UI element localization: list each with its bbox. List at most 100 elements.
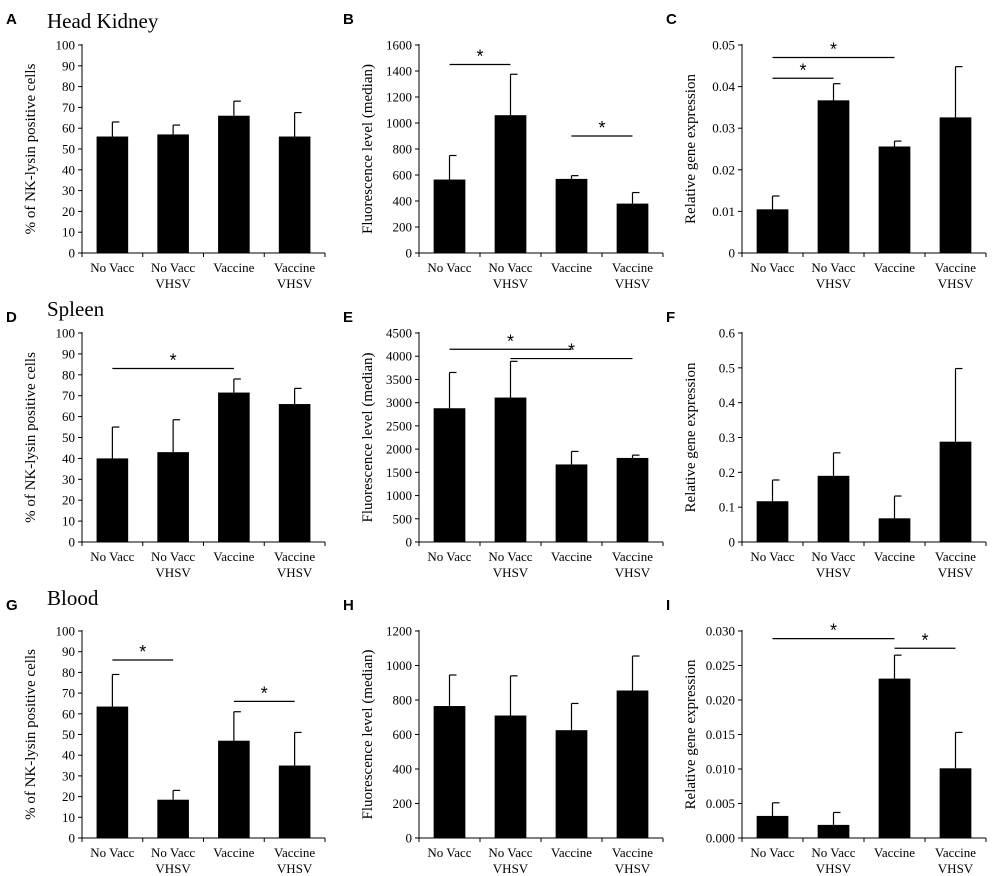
x-category-label: Vaccine (274, 260, 315, 275)
y-tick-label: 2500 (386, 418, 412, 433)
chart-panel-b: B 0 200 400 600 800 1000 1200 1400 1600 Fluorescen… (343, 11, 664, 291)
x-category-label: No Vacc (90, 260, 134, 275)
y-tick-label: 1400 (386, 64, 412, 79)
panel-letter-b: B (343, 11, 354, 28)
chart-panel-e: E 0 500 1000 1500 2000 2500 3000 3500 4000 4500 Flu… (343, 309, 664, 580)
y-tick-label: 20 (62, 789, 75, 804)
x-category-label: VHSV (615, 565, 651, 580)
y-tick-label: 1000 (386, 488, 412, 503)
y-tick-label: 400 (393, 762, 413, 777)
x-category-label: Vaccine (551, 260, 592, 275)
y-tick-label: 0 (406, 535, 413, 550)
bar-e-1 (433, 408, 466, 542)
bar-a-4 (278, 136, 311, 253)
x-category-label: VHSV (493, 565, 529, 580)
x-category-label: VHSV (155, 276, 191, 291)
bar-c-4 (939, 117, 972, 253)
y-tick-label: 20 (62, 493, 75, 508)
bar-f-3 (878, 518, 911, 542)
x-category-label: VHSV (155, 861, 191, 876)
y-tick-label: 1000 (386, 658, 412, 673)
bar-b-3 (555, 178, 588, 253)
y-tick-label: 10 (62, 225, 75, 240)
y-tick-label: 90 (62, 644, 75, 659)
x-category-label: Vaccine (213, 549, 254, 564)
y-tick-label: 30 (62, 472, 75, 487)
panel-letter-e: E (343, 309, 353, 326)
bar-c-3 (878, 146, 911, 253)
y-tick-label: 0 (729, 246, 736, 261)
x-category-label: No Vacc (427, 260, 471, 275)
y-tick-label: 0.010 (706, 762, 735, 777)
y-tick-label: 0.6 (719, 326, 736, 341)
bar-e-3 (555, 464, 588, 542)
bar-b-1 (433, 179, 466, 253)
x-category-label: Vaccine (551, 845, 592, 860)
x-category-label: Vaccine (612, 549, 653, 564)
x-category-label: Vaccine (935, 260, 976, 275)
y-tick-label: 90 (62, 346, 75, 361)
y-tick-label: 0.4 (719, 395, 736, 410)
y-axis-title: Relative gene expression (683, 74, 699, 224)
y-tick-label: 1500 (386, 465, 412, 480)
chart-panel-h: H 0 200 400 600 800 1000 1200 Fluorescence level… (343, 597, 664, 876)
x-category-label: No Vacc (488, 260, 532, 275)
y-tick-label: 0 (729, 535, 736, 550)
y-tick-label: 0.5 (719, 360, 735, 375)
y-tick-label: 50 (62, 727, 75, 742)
x-category-label: No Vacc (750, 549, 794, 564)
x-category-label: Vaccine (874, 260, 915, 275)
y-tick-label: 0.05 (712, 38, 735, 53)
chart-panel-d: D 0 10 20 30 40 50 60 70 80 90 100 % of NK-lysin pos… (6, 309, 326, 580)
y-tick-label: 10 (62, 514, 75, 529)
x-category-label: No Vacc (151, 845, 195, 860)
x-category-label: No Vacc (90, 549, 134, 564)
y-axis-title: Relative gene expression (683, 362, 699, 512)
x-category-label: Vaccine (935, 549, 976, 564)
y-tick-label: 4500 (386, 326, 412, 341)
x-category-label: No Vacc (151, 549, 195, 564)
y-tick-label: 100 (56, 326, 76, 341)
y-tick-label: 500 (393, 511, 413, 526)
y-tick-label: 60 (62, 706, 75, 721)
chart-panel-f: F 0 0.1 0.2 0.3 0.4 0.5 0.6 Relative gene expres… (666, 309, 987, 580)
panel-letter-a: A (6, 11, 17, 28)
chart-panel-i: I 0.000 0.005 0.010 0.015 0.020 0.025 0.030 Rela… (666, 597, 987, 876)
y-tick-label: 0.02 (712, 162, 735, 177)
bar-i-1 (756, 815, 789, 838)
x-category-label: VHSV (277, 565, 313, 580)
bar-c-1 (756, 209, 789, 253)
chart-panel-c: C 0 0.01 0.02 0.03 0.04 0.05 Relative gene expr… (666, 11, 987, 291)
y-axis-title: Fluorescence level (median) (360, 64, 376, 234)
x-category-label: Vaccine (612, 260, 653, 275)
y-tick-label: 0.01 (712, 204, 735, 219)
x-category-label: VHSV (938, 565, 974, 580)
y-tick-label: 30 (62, 183, 75, 198)
y-tick-label: 50 (62, 142, 75, 157)
x-category-label: No Vacc (427, 549, 471, 564)
y-tick-label: 100 (56, 624, 76, 639)
bar-h-2 (494, 715, 527, 838)
bar-g-3 (218, 740, 250, 838)
y-tick-label: 100 (56, 38, 76, 53)
y-tick-label: 70 (62, 388, 75, 403)
x-category-label: VHSV (155, 565, 191, 580)
y-tick-label: 1200 (386, 624, 412, 639)
bar-d-4 (278, 404, 311, 542)
x-category-label: VHSV (816, 276, 852, 291)
significance-star: * (830, 39, 837, 59)
x-category-label: No Vacc (811, 845, 855, 860)
y-tick-label: 0 (406, 246, 413, 261)
x-category-label: Vaccine (874, 845, 915, 860)
x-category-label: Vaccine (213, 845, 254, 860)
x-category-label: Vaccine (274, 549, 315, 564)
significance-star: * (921, 630, 928, 650)
bar-e-2 (494, 397, 527, 542)
x-category-label: No Vacc (488, 549, 532, 564)
y-tick-label: 200 (393, 220, 413, 235)
significance-star: * (170, 351, 177, 371)
y-tick-label: 40 (62, 451, 75, 466)
y-tick-label: 600 (393, 727, 413, 742)
x-category-label: Vaccine (274, 845, 315, 860)
